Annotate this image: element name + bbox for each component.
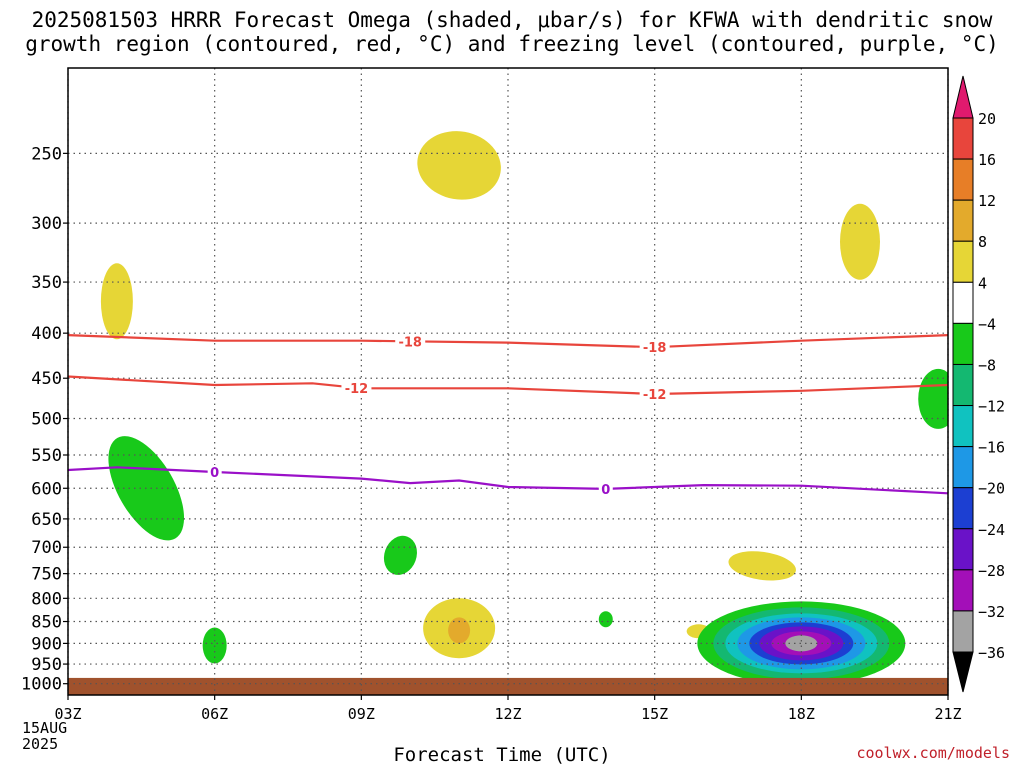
y-tick-label: 800	[31, 589, 62, 609]
y-tick-label: 300	[31, 214, 62, 234]
y-tick-label: 500	[31, 410, 62, 430]
contour-label: -18	[398, 335, 422, 350]
contour-label: 0	[601, 483, 610, 498]
omega-area	[728, 551, 796, 581]
y-tick-label: 850	[31, 613, 62, 633]
omega-area	[448, 617, 471, 644]
colorbar-box	[952, 322, 974, 365]
y-tick-label: 900	[31, 634, 62, 654]
omega-area	[785, 635, 818, 652]
contour-label-bg	[639, 387, 670, 402]
contour-line	[68, 375, 948, 396]
colorbar-label: 16	[978, 151, 996, 169]
colorbar-box	[952, 158, 974, 201]
x-date-day: 15AUG	[22, 719, 68, 737]
colorbar-box	[952, 281, 974, 324]
contour-label-bg	[639, 340, 670, 355]
omega-area	[598, 611, 613, 628]
omega-area	[840, 203, 880, 280]
chart-title-line-2: growth region (contoured, red, °C) and f…	[25, 32, 999, 56]
contour-label-bg	[207, 464, 222, 479]
contour-label: -18	[643, 341, 667, 356]
x-tick-label: 09Z	[348, 705, 375, 723]
x-tick-label: 03Z	[54, 705, 81, 723]
colorbar-label: −32	[978, 603, 1005, 621]
x-date-year: 2025	[22, 735, 59, 753]
colorbar-box	[952, 446, 974, 489]
colorbar-label: 8	[978, 233, 987, 251]
x-axis-label: Forecast Time (UTC)	[393, 744, 611, 766]
colorbar-label: −12	[978, 398, 1005, 416]
x-tick-label: 21Z	[934, 705, 961, 723]
y-tick-label: 250	[31, 144, 62, 164]
colorbar-box	[952, 117, 974, 160]
x-tick-label: 12Z	[494, 705, 521, 723]
omega-area	[918, 368, 948, 429]
colorbar-label: −16	[978, 439, 1005, 457]
contour-line	[68, 334, 948, 349]
y-tick-label: 1000	[21, 675, 62, 695]
colorbar-label: 4	[978, 274, 987, 292]
contour-label-bg	[598, 481, 613, 496]
colorbar-label: −20	[978, 480, 1005, 498]
y-tick-label: 600	[31, 479, 62, 499]
colorbar-box	[952, 405, 974, 448]
y-tick-label: 350	[31, 273, 62, 293]
source-credit: coolwx.com/models	[856, 744, 1010, 762]
contour-line	[68, 466, 948, 495]
colorbar-label: 20	[978, 110, 996, 128]
chart-title-line-1: 2025081503 HRRR Forecast Omega (shaded, …	[31, 8, 993, 32]
x-tick-label: 15Z	[641, 705, 668, 723]
colorbar-label: −24	[978, 521, 1005, 539]
y-tick-label: 450	[31, 369, 62, 389]
x-tick-label: 18Z	[788, 705, 815, 723]
y-tick-label: 700	[31, 538, 62, 558]
colorbar-label: −36	[978, 644, 1005, 662]
below-ground-area	[68, 677, 948, 695]
omega-area	[100, 263, 133, 340]
colorbar-top-arrow	[952, 75, 974, 119]
colorbar-label: −8	[978, 356, 996, 374]
y-tick-label: 400	[31, 324, 62, 344]
colorbar-label: 12	[978, 192, 996, 210]
y-tick-label: 550	[31, 446, 62, 466]
omega-area	[417, 131, 501, 200]
y-tick-label: 750	[31, 565, 62, 585]
colorbar-box	[952, 363, 974, 407]
omega-area	[383, 535, 417, 575]
contour-label-bg	[395, 334, 426, 349]
colorbar-box	[952, 487, 974, 530]
colorbar-box	[952, 528, 974, 571]
colorbar-bottom-arrow	[952, 651, 974, 693]
contour-label-bg	[341, 380, 372, 395]
colorbar-box	[952, 199, 974, 242]
y-tick-label: 650	[31, 510, 62, 530]
x-tick-label: 06Z	[201, 705, 228, 723]
y-tick-label: 950	[31, 655, 62, 675]
colorbar-box	[952, 610, 974, 653]
colorbar-box	[952, 569, 974, 612]
contour-label: 0	[210, 466, 219, 481]
colorbar-box	[952, 240, 974, 283]
colorbar-label: −4	[978, 315, 996, 333]
contour-label: -12	[345, 382, 369, 397]
colorbar-label: −28	[978, 562, 1005, 580]
contour-label: -12	[643, 388, 667, 403]
